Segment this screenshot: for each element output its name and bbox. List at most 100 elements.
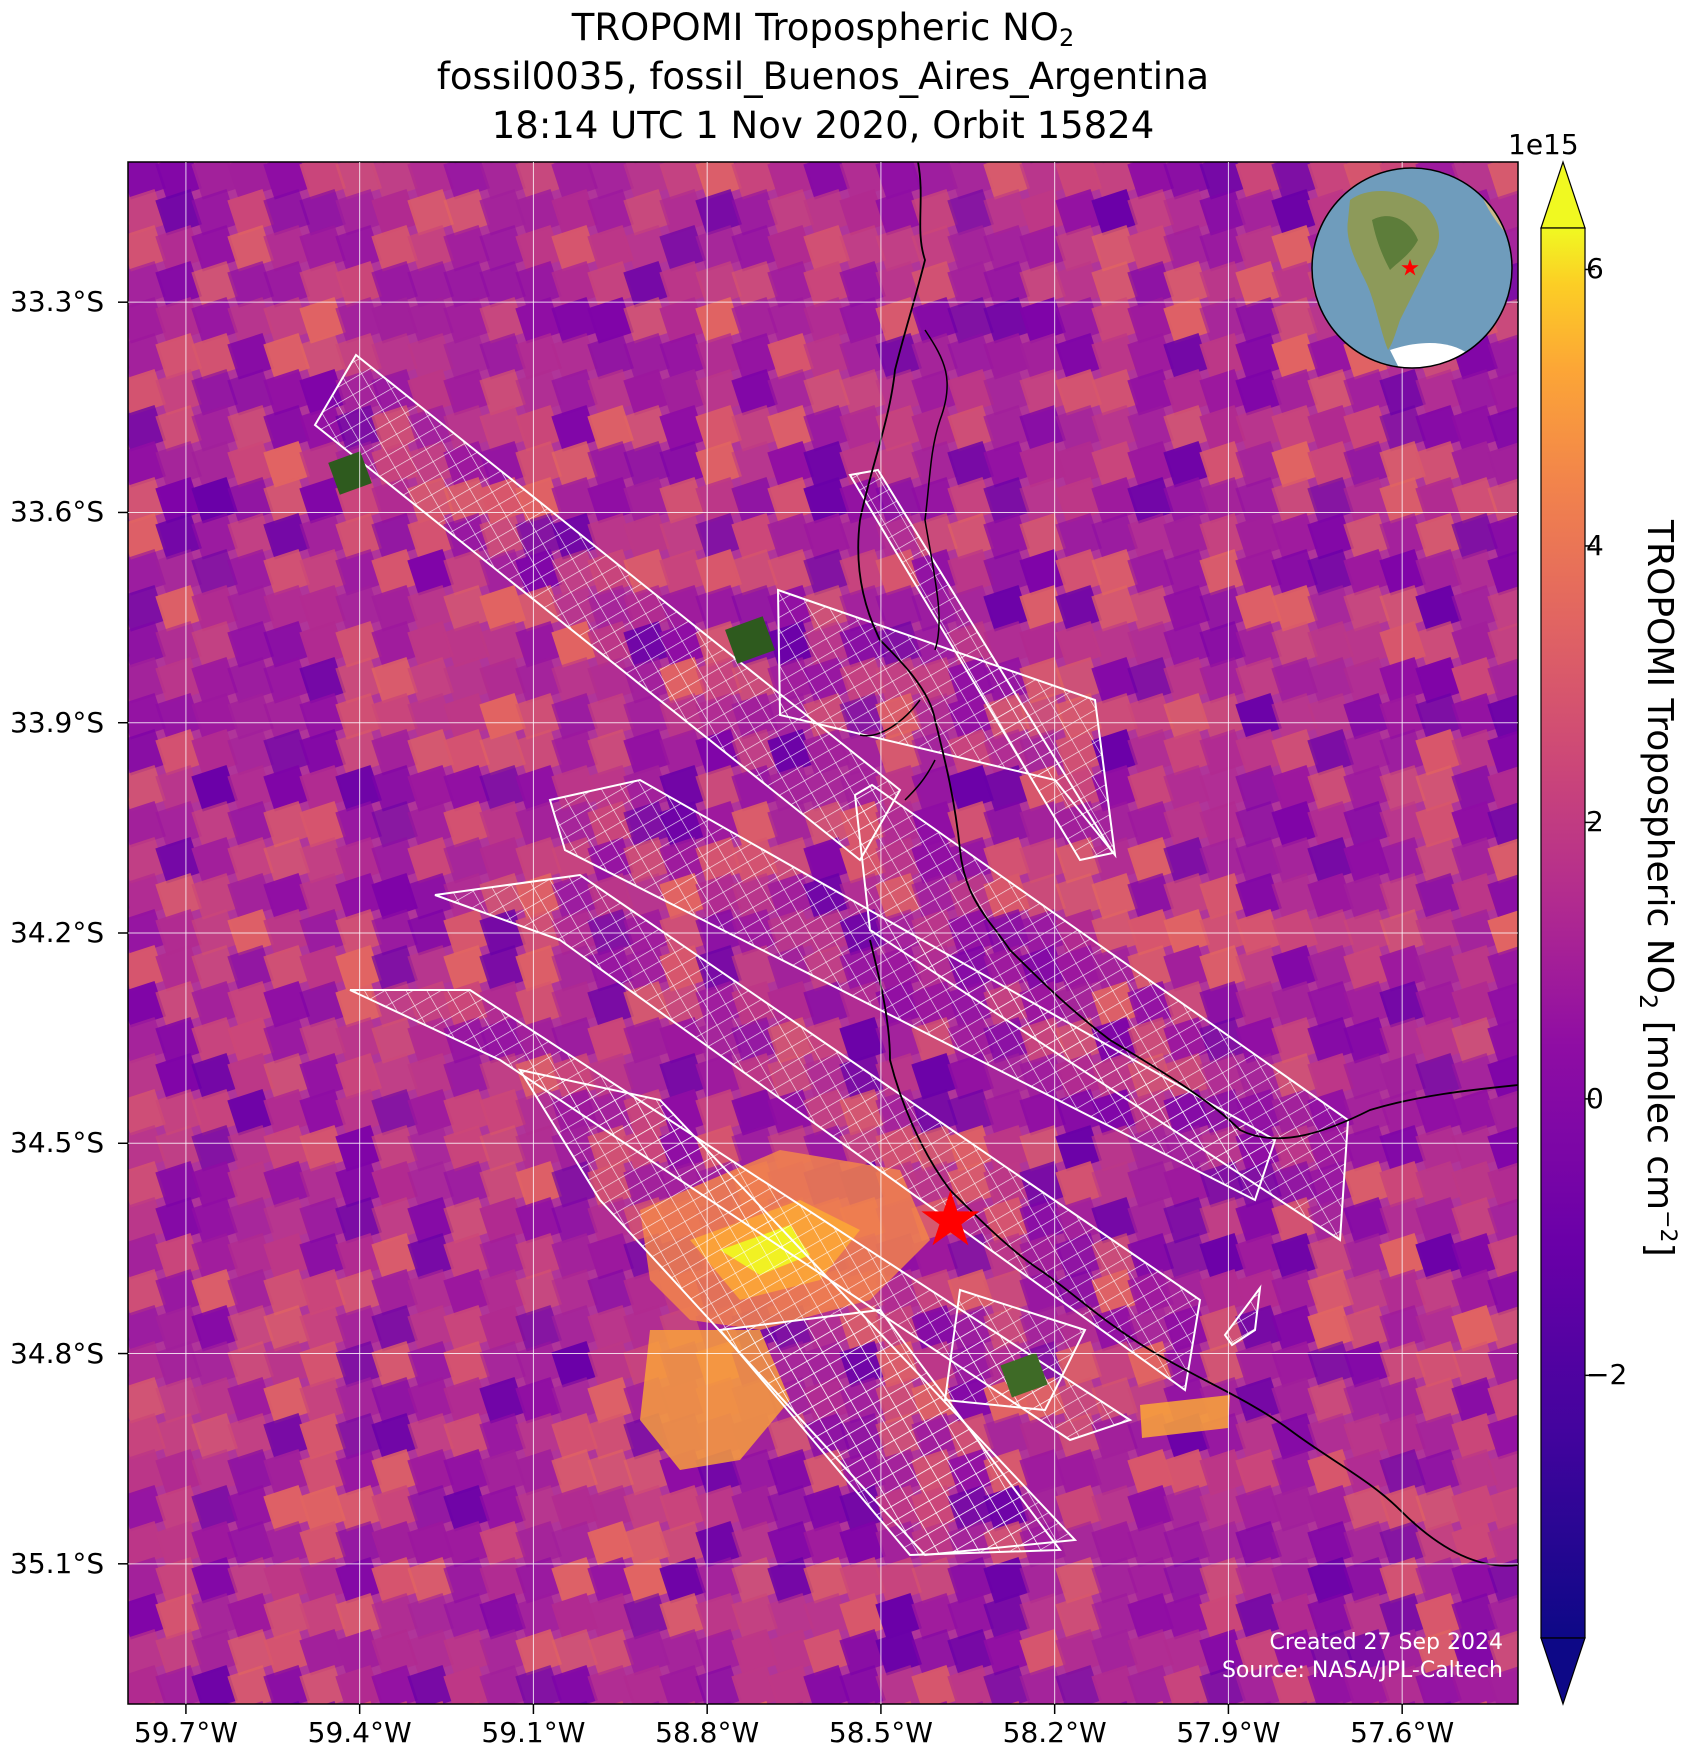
no2-pixel — [191, 1125, 238, 1172]
no2-pixel — [1235, 945, 1282, 992]
no2-pixel — [155, 549, 202, 596]
no2-pixel — [479, 1629, 526, 1676]
no2-pixel — [911, 297, 958, 344]
no2-pixel — [1487, 1125, 1518, 1172]
no2-pixel — [803, 333, 850, 380]
no2-pixel — [1271, 1017, 1318, 1064]
no2-pixel — [335, 729, 382, 776]
no2-pixel — [407, 1485, 454, 1532]
no2-pixel — [227, 1593, 274, 1640]
no2-pixel — [1091, 1521, 1138, 1568]
no2-pixel — [947, 1089, 994, 1136]
no2-pixel — [1451, 873, 1498, 920]
no2-pixel — [1307, 1341, 1354, 1388]
no2-pixel — [587, 981, 634, 1028]
no2-pixel — [983, 1557, 1030, 1604]
no2-pixel — [335, 189, 382, 236]
no2-pixel — [155, 189, 202, 236]
no2-pixel — [1055, 189, 1102, 236]
no2-pixel — [515, 1161, 562, 1208]
no2-pixel — [227, 729, 274, 776]
no2-pixel — [263, 1485, 310, 1532]
no2-pixel — [1127, 549, 1174, 596]
no2-pixel — [1055, 1125, 1102, 1172]
no2-pixel — [1235, 1593, 1282, 1640]
no2-pixel — [263, 189, 310, 236]
no2-pixel — [947, 1665, 994, 1704]
no2-pixel — [299, 1089, 346, 1136]
no2-pixel — [128, 162, 130, 200]
no2-pixel — [1307, 1593, 1354, 1640]
no2-pixel — [443, 1125, 490, 1172]
no2-pixel — [1415, 1485, 1462, 1532]
no2-pixel — [335, 261, 382, 308]
no2-pixel — [1523, 1737, 1570, 1752]
no2-pixel — [551, 297, 598, 344]
no2-pixel — [587, 189, 634, 236]
no2-pixel — [407, 1053, 454, 1100]
no2-pixel — [371, 621, 418, 668]
no2-pixel — [1199, 261, 1246, 308]
no2-pixel — [1091, 1593, 1138, 1640]
no2-pixel — [299, 333, 346, 380]
no2-pixel — [623, 1449, 670, 1496]
no2-pixel — [587, 441, 634, 488]
no2-pixel — [1163, 1449, 1210, 1496]
no2-pixel — [1271, 549, 1318, 596]
no2-pixel — [1091, 261, 1138, 308]
no2-pixel — [767, 405, 814, 452]
no2-pixel — [875, 1017, 922, 1064]
no2-pixel — [443, 1197, 490, 1244]
no2-pixel — [371, 1521, 418, 1568]
no2-pixel — [1451, 657, 1498, 704]
no2-pixel — [1199, 837, 1246, 884]
no2-pixel — [335, 873, 382, 920]
no2-pixel — [1091, 657, 1138, 704]
no2-pixel — [191, 369, 238, 416]
no2-pixel — [335, 1521, 382, 1568]
no2-pixel — [299, 1161, 346, 1208]
no2-pixel — [1343, 945, 1390, 992]
no2-pixel — [983, 1413, 1030, 1460]
no2-pixel — [1235, 981, 1282, 1028]
no2-pixel — [1451, 1413, 1498, 1460]
no2-pixel — [443, 801, 490, 848]
no2-pixel — [983, 801, 1030, 848]
no2-pixel — [128, 873, 166, 920]
no2-pixel — [767, 441, 814, 488]
no2-pixel — [227, 1125, 274, 1172]
no2-pixel — [587, 1341, 634, 1388]
lat-tick-label: 33.6°S — [10, 495, 105, 529]
no2-pixel — [1271, 1665, 1318, 1704]
no2-pixel — [263, 513, 310, 560]
no2-pixel — [1271, 765, 1318, 812]
no2-pixel — [1487, 1161, 1518, 1208]
no2-pixel — [659, 261, 706, 308]
no2-pixel — [1199, 621, 1246, 668]
no2-pixel — [515, 1485, 562, 1532]
no2-pixel — [1235, 1557, 1282, 1604]
no2-pixel — [1199, 1449, 1246, 1496]
lat-tick-label: 35.1°S — [10, 1546, 105, 1580]
no2-pixel — [479, 1269, 526, 1316]
no2-pixel — [191, 765, 238, 812]
no2-pixel — [767, 1665, 814, 1704]
no2-pixel — [1199, 333, 1246, 380]
no2-pixel — [1487, 1737, 1534, 1752]
no2-pixel — [875, 369, 922, 416]
no2-pixel — [479, 1521, 526, 1568]
no2-pixel — [1271, 981, 1318, 1028]
target-mode-overlay — [313, 353, 1350, 1557]
lon-tick-label: 57.6°W — [1350, 1716, 1455, 1749]
no2-pixel — [128, 1233, 130, 1280]
no2-pixel — [443, 1593, 490, 1640]
no2-pixel — [479, 1557, 526, 1604]
no2-pixel — [1127, 729, 1174, 776]
no2-pixel — [299, 549, 346, 596]
no2-pixel — [371, 945, 418, 992]
no2-pixel — [803, 297, 850, 344]
no2-pixel — [983, 765, 1030, 812]
no2-pixel — [1235, 1629, 1282, 1676]
no2-pixel — [1451, 981, 1498, 1028]
no2-pixel — [128, 981, 130, 1028]
